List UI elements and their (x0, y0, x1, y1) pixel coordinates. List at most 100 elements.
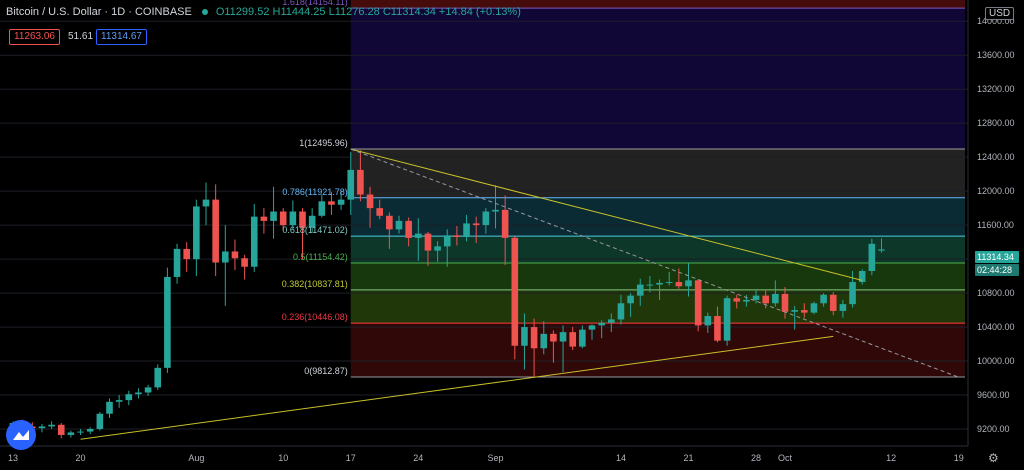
time-tick: 10 (278, 453, 288, 463)
candle-body (627, 295, 634, 304)
candle-body (858, 270, 866, 283)
candle-body (231, 251, 239, 259)
candle-body (636, 284, 644, 296)
candle-body (366, 194, 374, 209)
fib-zone-top (350, 0, 965, 9)
candle-body (347, 169, 355, 200)
candle-body (318, 201, 326, 216)
candle-body (96, 413, 104, 430)
spread-value: 51.61 (68, 31, 94, 42)
candle-body (337, 199, 345, 205)
trendlines[interactable] (80, 148, 959, 440)
candle-body (665, 282, 673, 284)
fib-label: 0.236(10446.08) (282, 312, 348, 322)
time-tick: 17 (346, 453, 356, 463)
trendline (80, 335, 834, 440)
candle-body (868, 243, 876, 271)
candle-body (801, 310, 808, 313)
candle-body (260, 216, 268, 221)
candle-body (415, 233, 422, 238)
fib-zone (350, 197, 965, 237)
candle-body (559, 332, 567, 342)
candle-body (106, 401, 113, 414)
candle-body (434, 246, 441, 251)
candle-body (453, 235, 461, 238)
candle-body (598, 322, 605, 326)
currency-button[interactable]: USD (985, 7, 1015, 20)
fibonacci-labels: 0(9812.87) 0.236(10446.08) 0.382(10837.81)… (282, 0, 348, 376)
fib-zone (350, 149, 965, 198)
candle-body (395, 220, 403, 230)
candle-body (57, 424, 65, 435)
fib-label: 0.382(10837.81) (282, 279, 348, 289)
low-value: L11276.28 (328, 6, 380, 18)
tradingview-logo-icon[interactable] (6, 420, 36, 450)
candle-body (308, 215, 316, 228)
candle-body (617, 303, 625, 320)
candle-body (723, 298, 731, 341)
time-tick: 28 (751, 453, 761, 463)
candle-body (675, 282, 683, 287)
candle-body (530, 327, 538, 349)
trendline (350, 148, 959, 378)
candle-body (463, 223, 470, 238)
price-tick: 10400.00 (977, 322, 1015, 332)
candle-body (279, 211, 287, 226)
candle-body (492, 209, 499, 212)
price-tick: 12400.00 (977, 152, 1015, 162)
candle-body (829, 294, 837, 311)
price-tick: 12800.00 (977, 118, 1015, 128)
candle-body (878, 249, 885, 251)
candle-body (762, 295, 769, 304)
fibonacci-levels[interactable] (350, 7, 965, 378)
ohlc-values: O11299.52 H11444.25 L11276.28 C11314.34 … (216, 6, 521, 18)
candle-body (588, 325, 596, 330)
fib-label: 1(12495.96) (299, 138, 348, 148)
fib-label: 0.786(11921.78) (282, 187, 347, 197)
candle-body (714, 316, 721, 341)
fib-zone (350, 323, 965, 377)
symbol-title[interactable]: Bitcoin / U.S. Dollar · 1D · COINBASE (6, 6, 192, 18)
sell-price-button[interactable]: 11263.06 (9, 29, 60, 45)
candle-body (386, 215, 393, 230)
price-tick: 12000.00 (977, 186, 1015, 196)
candle-body (202, 199, 210, 207)
candle-body (357, 169, 364, 195)
candle-body (38, 426, 46, 429)
candle-body (820, 294, 827, 304)
time-tick: 19 (954, 453, 964, 463)
settings-gear-icon[interactable]: ⚙ (988, 451, 999, 465)
candle-body (540, 333, 548, 349)
time-tick: 21 (683, 453, 693, 463)
price-axis[interactable]: 9200.00 9600.00 10000.00 10400.00 10800.00 11… (967, 0, 1024, 470)
change-value: +14.84 (+0.13%) (438, 6, 521, 18)
candle-body (839, 304, 847, 311)
fibonacci-zones (350, 0, 965, 377)
time-tick: 20 (76, 453, 86, 463)
bar-countdown-label: 02:44:28 (975, 264, 1019, 276)
fib-label: 0.5(11154.42) (293, 252, 348, 262)
candle-body (608, 319, 615, 323)
candle-body (569, 332, 576, 347)
candle-body (511, 237, 519, 346)
price-tick: 13200.00 (977, 84, 1015, 94)
candle-body (67, 432, 75, 435)
fib-zone (350, 8, 965, 150)
time-tick: Sep (487, 453, 503, 463)
candle-body (48, 424, 55, 427)
candle-body (222, 251, 229, 263)
high-value: H11444.25 (272, 6, 326, 18)
time-axis[interactable]: 13 20 Aug 10 17 24 Sep 14 21 28 Oct 12 19 (0, 445, 1024, 470)
candle-body (704, 316, 712, 326)
chart-header: Bitcoin / U.S. Dollar · 1D · COINBASE O1… (6, 4, 521, 20)
candle-body (144, 387, 152, 393)
candle-body (86, 429, 94, 432)
candle-body (328, 201, 335, 205)
candle-body (405, 220, 412, 238)
open-value: O11299.52 (215, 6, 270, 18)
candlesticks (9, 150, 885, 439)
candle-body (501, 209, 509, 238)
buy-price-button[interactable]: 11314.67 (96, 29, 147, 45)
candle-body (424, 233, 432, 251)
